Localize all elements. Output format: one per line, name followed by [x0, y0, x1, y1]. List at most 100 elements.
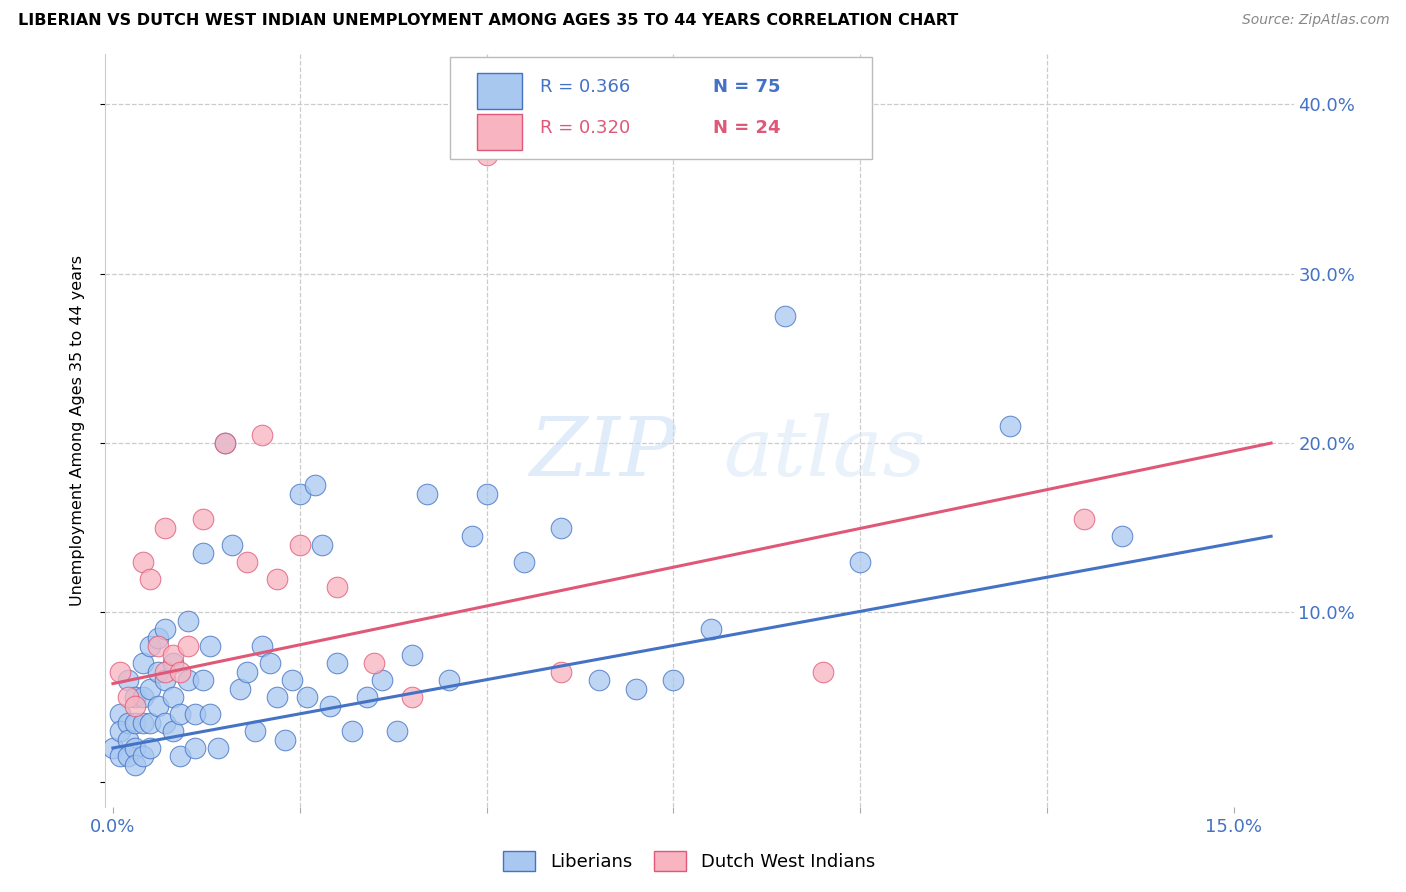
Point [132, 690, 155, 705]
Y-axis label: Unemployment Among Ages 35 to 44 years: Unemployment Among Ages 35 to 44 years [70, 255, 84, 606]
Point [236, 665, 259, 679]
Point [281, 673, 304, 688]
Point [311, 538, 333, 552]
Point [1073, 512, 1095, 526]
Point [326, 657, 349, 671]
Point [416, 487, 439, 501]
Point [475, 487, 498, 501]
Point [146, 665, 169, 679]
Point [699, 623, 721, 637]
Point [176, 614, 198, 628]
Point [266, 690, 288, 705]
Point [139, 715, 162, 730]
Point [252, 640, 274, 654]
FancyBboxPatch shape [477, 73, 523, 110]
Point [288, 538, 311, 552]
Point [162, 690, 184, 705]
Point [132, 657, 155, 671]
Point [169, 707, 191, 722]
Point [110, 707, 132, 722]
Point [117, 690, 139, 705]
Point [132, 749, 155, 764]
Point [132, 555, 155, 569]
Point [191, 673, 214, 688]
Point [198, 640, 221, 654]
Point [124, 715, 146, 730]
Point [588, 673, 610, 688]
Point [295, 690, 318, 705]
Point [124, 690, 146, 705]
Point [191, 512, 214, 526]
Point [155, 623, 177, 637]
Text: R = 0.366: R = 0.366 [540, 78, 630, 96]
Text: LIBERIAN VS DUTCH WEST INDIAN UNEMPLOYMENT AMONG AGES 35 TO 44 YEARS CORRELATION: LIBERIAN VS DUTCH WEST INDIAN UNEMPLOYME… [18, 13, 959, 29]
Point [101, 741, 124, 756]
Point [155, 521, 177, 535]
Point [184, 707, 207, 722]
Point [811, 665, 834, 679]
Point [214, 436, 236, 450]
Point [155, 715, 177, 730]
Point [371, 673, 394, 688]
FancyBboxPatch shape [477, 113, 523, 150]
Point [162, 657, 184, 671]
Point [176, 673, 198, 688]
Point [385, 724, 408, 739]
Text: N = 24: N = 24 [713, 119, 780, 137]
Point [318, 698, 340, 713]
Point [662, 673, 685, 688]
Point [117, 749, 139, 764]
Point [363, 657, 385, 671]
Point [124, 741, 146, 756]
Point [356, 690, 378, 705]
Point [221, 538, 243, 552]
Point [236, 555, 259, 569]
Point [155, 673, 177, 688]
Point [139, 681, 162, 696]
Point [550, 665, 572, 679]
Point [169, 665, 191, 679]
Point [849, 555, 872, 569]
Point [998, 419, 1021, 434]
Text: R = 0.320: R = 0.320 [540, 119, 630, 137]
Point [117, 732, 139, 747]
Point [146, 631, 169, 645]
Point [243, 724, 266, 739]
Point [274, 732, 297, 747]
Point [162, 648, 184, 662]
Point [198, 707, 221, 722]
Legend: Liberians, Dutch West Indians: Liberians, Dutch West Indians [496, 844, 882, 879]
Point [229, 681, 252, 696]
Point [117, 715, 139, 730]
Point [513, 555, 536, 569]
Point [460, 529, 482, 543]
Point [340, 724, 363, 739]
Point [162, 724, 184, 739]
Point [288, 487, 311, 501]
Point [624, 681, 647, 696]
Point [326, 580, 349, 594]
Text: Source: ZipAtlas.com: Source: ZipAtlas.com [1241, 13, 1389, 28]
Point [146, 640, 169, 654]
Point [266, 572, 288, 586]
Point [1111, 529, 1133, 543]
Point [139, 640, 162, 654]
FancyBboxPatch shape [450, 57, 872, 159]
Point [155, 665, 177, 679]
Point [139, 741, 162, 756]
Point [124, 698, 146, 713]
Point [191, 546, 214, 560]
Point [550, 521, 572, 535]
Text: ZIP: ZIP [529, 413, 676, 493]
Point [176, 640, 198, 654]
Point [184, 741, 207, 756]
Point [252, 427, 274, 442]
Point [117, 673, 139, 688]
Point [437, 673, 460, 688]
Point [304, 478, 326, 492]
Point [146, 698, 169, 713]
Point [110, 665, 132, 679]
Point [259, 657, 281, 671]
Point [110, 749, 132, 764]
Text: N = 75: N = 75 [713, 78, 780, 96]
